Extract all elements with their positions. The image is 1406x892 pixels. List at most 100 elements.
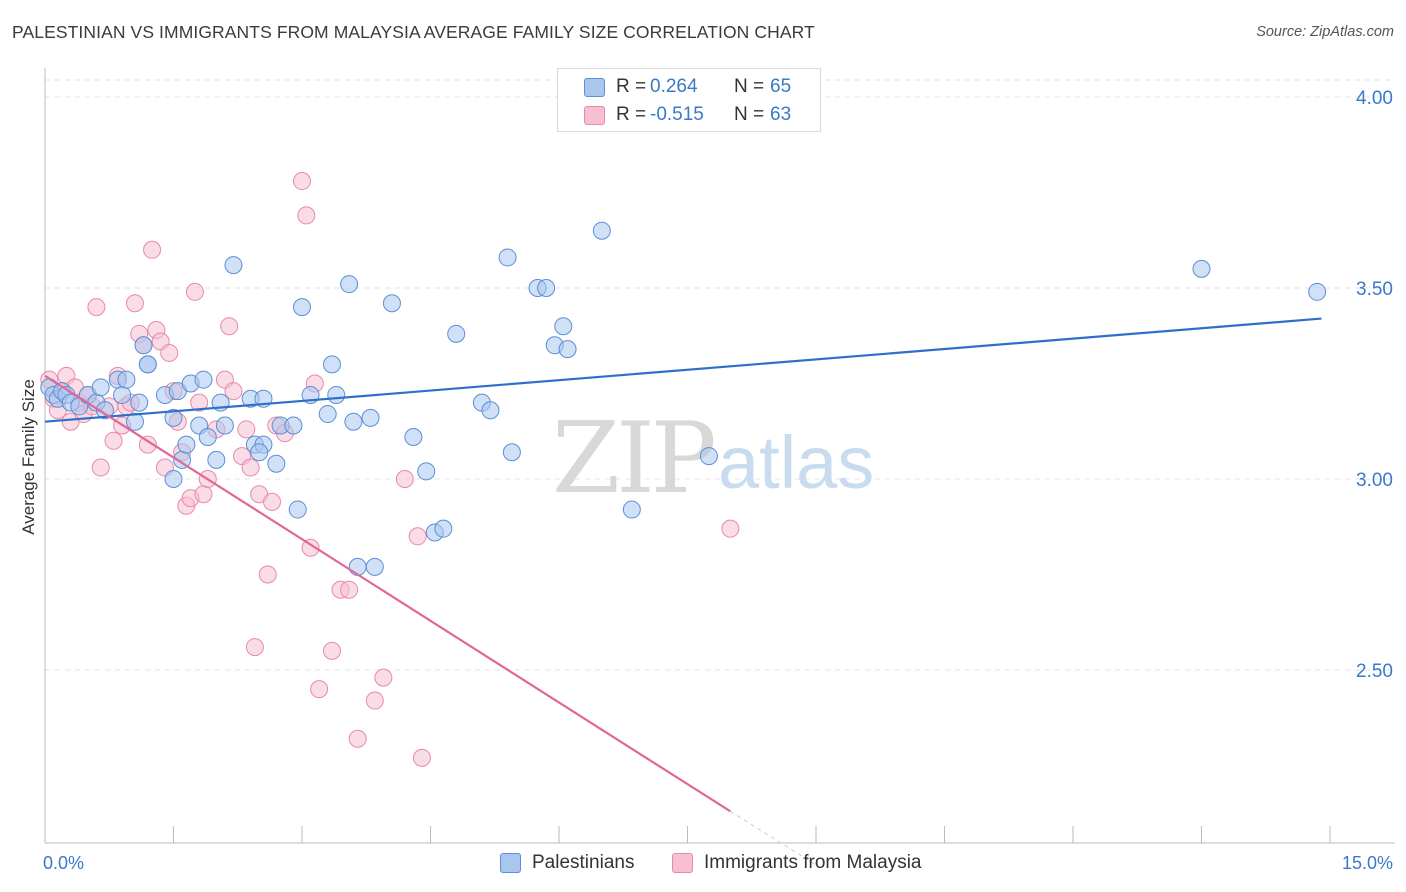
chart-title: PALESTINIAN VS IMMIGRANTS FROM MALAYSIA … xyxy=(12,22,815,42)
watermark-atlas: atlas xyxy=(718,421,874,504)
source-label: Source: ZipAtlas.com xyxy=(1256,24,1394,40)
data-point-palestinians xyxy=(134,336,153,355)
data-point-palestinians xyxy=(250,443,269,462)
y-tick-label: 3.00 xyxy=(1356,470,1393,491)
watermark: ZIP atlas xyxy=(552,402,874,516)
data-point-malaysia xyxy=(297,206,316,225)
y-tick-label: 4.00 xyxy=(1356,88,1393,109)
data-point-palestinians xyxy=(198,427,217,446)
axes xyxy=(44,68,1395,844)
data-point-malaysia xyxy=(87,298,106,317)
data-point-palestinians xyxy=(1192,259,1211,278)
data-point-malaysia xyxy=(293,172,311,191)
data-point-palestinians xyxy=(113,385,132,404)
data-point-palestinians xyxy=(447,324,466,343)
bottom-legend-swatch-palestinians xyxy=(500,853,521,873)
data-point-malaysia xyxy=(365,691,384,710)
legend-swatch-palestinians xyxy=(584,78,605,97)
data-point-palestinians xyxy=(293,298,311,317)
legend-r-value: -0.515 xyxy=(650,104,704,125)
legend-n-label: N = xyxy=(734,76,765,97)
trend-line-palestinians xyxy=(44,317,1322,423)
data-point-malaysia xyxy=(263,492,282,511)
data-point-malaysia xyxy=(322,641,341,660)
data-point-malaysia xyxy=(721,519,740,538)
data-point-palestinians xyxy=(117,370,136,389)
data-point-malaysia xyxy=(412,748,431,767)
data-point-malaysia xyxy=(374,668,393,687)
data-point-palestinians xyxy=(288,500,307,519)
legend-n-value: 63 xyxy=(770,104,792,125)
legend-swatch-malaysia xyxy=(584,106,605,125)
legend-n-label: N = xyxy=(734,104,765,125)
legend-row-malaysia: R = -0.515 N = 63 xyxy=(558,101,820,129)
data-point-palestinians xyxy=(322,355,341,374)
data-point-palestinians xyxy=(340,275,359,294)
watermark-zip: ZIP xyxy=(552,402,714,516)
data-point-malaysia xyxy=(224,382,243,401)
data-point-palestinians xyxy=(537,279,556,297)
data-point-palestinians xyxy=(284,416,303,435)
data-point-palestinians xyxy=(382,294,401,313)
data-point-palestinians xyxy=(215,416,234,435)
data-point-malaysia xyxy=(237,420,256,439)
data-point-malaysia xyxy=(241,458,260,477)
x-tick-labels: 0.0% 15.0% xyxy=(43,853,1393,873)
legend-n-value: 65 xyxy=(770,76,792,97)
x-tick-label: 0.0% xyxy=(43,853,84,873)
data-point-palestinians xyxy=(177,435,196,454)
x-tick-label: 15.0% xyxy=(1342,853,1393,873)
data-point-malaysia xyxy=(348,729,367,748)
data-point-palestinians xyxy=(1308,282,1327,301)
legend-r-value: 0.264 xyxy=(650,76,698,97)
data-point-palestinians xyxy=(348,557,367,576)
correlation-legend: R = 0.264 N = 65 R = -0.515 N = 63 xyxy=(557,68,821,132)
data-point-palestinians xyxy=(91,378,110,397)
data-point-palestinians xyxy=(95,401,114,420)
data-point-palestinians xyxy=(164,408,183,427)
data-point-malaysia xyxy=(301,538,320,557)
data-point-palestinians xyxy=(622,500,641,519)
y-tick-labels: 2.50 3.00 3.50 4.00 xyxy=(1356,88,1393,682)
trend-line-malaysia-extension xyxy=(730,810,817,866)
data-point-palestinians xyxy=(554,317,573,336)
legend-r-label: R = xyxy=(616,104,647,125)
data-point-palestinians xyxy=(699,447,718,466)
data-point-palestinians xyxy=(164,470,183,488)
data-point-malaysia xyxy=(91,458,110,477)
series-palestinians-points xyxy=(40,221,1327,576)
data-point-palestinians xyxy=(318,405,337,424)
data-point-palestinians xyxy=(361,408,380,427)
data-point-malaysia xyxy=(143,240,162,259)
data-point-palestinians xyxy=(207,450,226,469)
legend-row-palestinians: R = 0.264 N = 65 xyxy=(558,73,820,101)
bottom-legend-label-palestinians: Palestinians xyxy=(532,852,635,873)
data-point-palestinians xyxy=(481,401,500,420)
data-point-malaysia xyxy=(408,527,427,546)
data-point-malaysia xyxy=(160,343,179,362)
data-point-palestinians xyxy=(417,462,436,481)
grid xyxy=(45,79,1395,671)
y-tick-label: 2.50 xyxy=(1356,661,1393,682)
y-axis-label: Average Family Size xyxy=(19,379,38,535)
data-point-palestinians xyxy=(267,454,286,473)
data-point-palestinians xyxy=(130,393,149,412)
data-point-palestinians xyxy=(194,370,213,389)
data-point-palestinians xyxy=(327,385,346,404)
trend-line-malaysia xyxy=(44,374,731,813)
data-point-malaysia xyxy=(310,680,329,699)
data-point-malaysia xyxy=(395,470,414,488)
data-point-malaysia xyxy=(125,294,144,313)
bottom-legend-label-malaysia: Immigrants from Malaysia xyxy=(704,852,922,873)
data-point-malaysia xyxy=(190,393,209,412)
data-point-palestinians xyxy=(344,412,363,431)
bottom-legend-swatch-malaysia xyxy=(672,853,693,873)
trend-lines xyxy=(44,317,1322,866)
y-tick-label: 3.50 xyxy=(1356,279,1393,300)
data-point-malaysia xyxy=(245,638,264,657)
data-point-palestinians xyxy=(224,256,243,275)
data-point-malaysia xyxy=(185,282,204,301)
data-point-palestinians xyxy=(592,221,611,240)
data-point-palestinians xyxy=(404,427,423,446)
